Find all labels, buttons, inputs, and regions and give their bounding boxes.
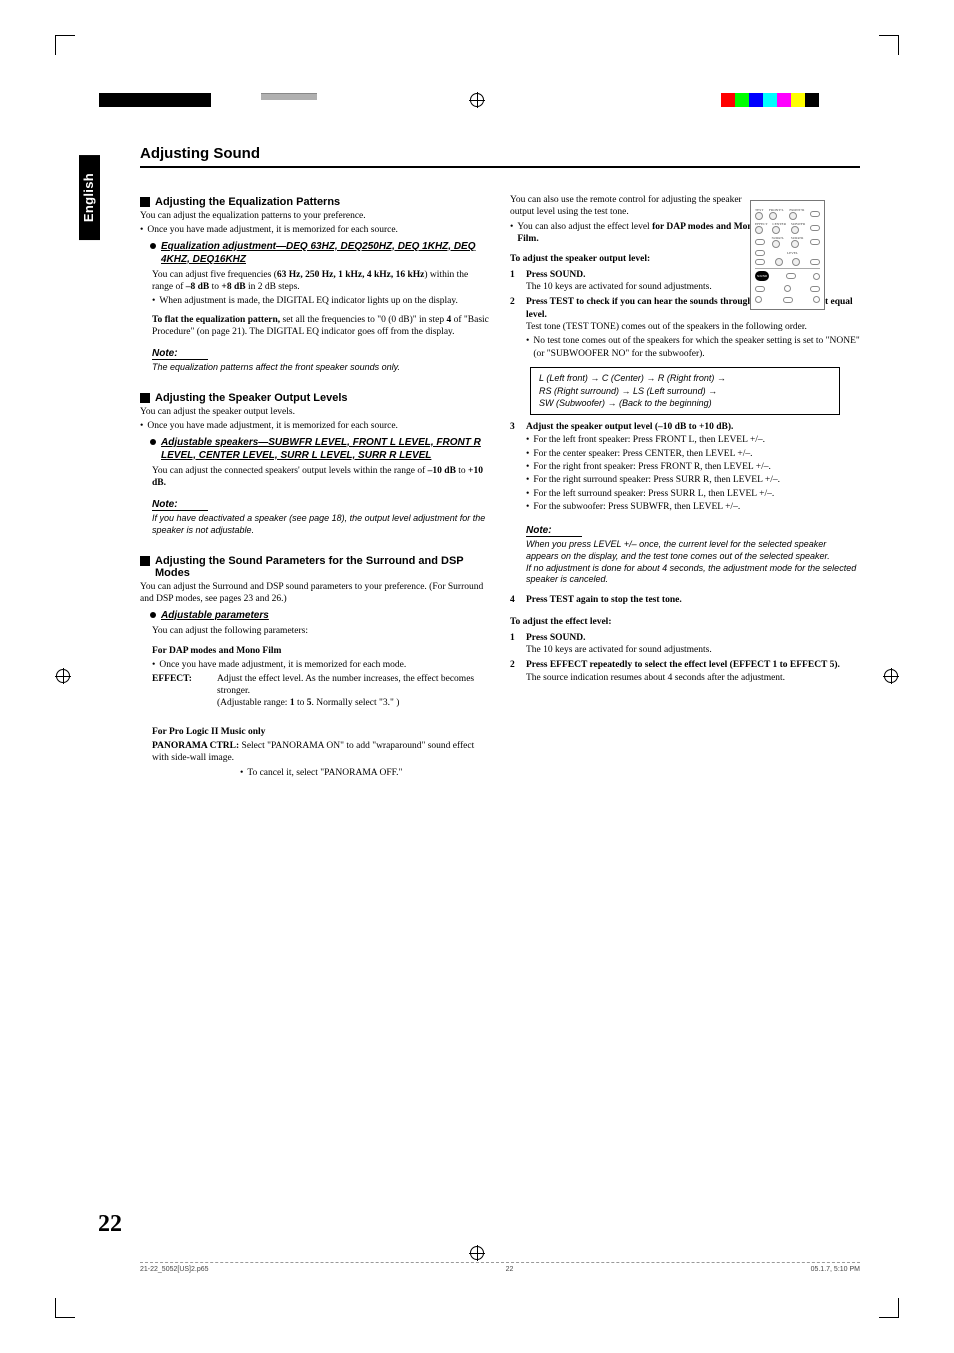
spk-note-head: Note: xyxy=(152,499,208,511)
left-column: Adjusting the Equalization Patterns You … xyxy=(140,192,490,780)
color-bar-left xyxy=(99,93,317,107)
footer: 21-22_5052[US]2.p65 22 05.1.7, 5:10 PM xyxy=(140,1262,860,1273)
remote-diagram: TEST FRONT•L FRONT•R EFFECT CENTER SUBWF… xyxy=(750,200,825,310)
spk-bullet-memorized: •Once you have made adjustment, it is me… xyxy=(140,420,490,432)
spk-intro: You can adjust the speaker output levels… xyxy=(140,406,490,418)
registration-mark-top xyxy=(469,92,485,108)
crop-mark-bl xyxy=(55,1298,75,1318)
remote-intro: You can also use the remote control for … xyxy=(510,194,765,219)
adjust-effect-head: To adjust the effect level: xyxy=(510,616,860,628)
eq-indicator-bullet: •When adjustment is made, the DIGITAL EQ… xyxy=(152,295,490,307)
step-3: 3 Adjust the speaker output level (–10 d… xyxy=(510,421,860,514)
crop-mark-tl xyxy=(55,35,75,55)
footer-page: 22 xyxy=(506,1266,514,1273)
registration-mark-left xyxy=(55,668,71,684)
dap-bullet: •Once you have made adjustment, it is me… xyxy=(152,659,490,671)
footer-timestamp: 05.1.7, 5:10 PM xyxy=(811,1266,860,1273)
eq-note-head: Note: xyxy=(152,348,208,360)
eq-freq-range: You can adjust five frequencies (63 Hz, … xyxy=(152,269,490,294)
eq-note-body: The equalization patterns affect the fro… xyxy=(152,362,490,374)
step-4: 4 Press TEST again to stop the test tone… xyxy=(510,594,860,606)
eq-bullet-memorized: •Once you have made adjustment, it is me… xyxy=(140,224,490,236)
level-note-body: When you press LEVEL +/– once, the curre… xyxy=(526,539,860,586)
crop-mark-br xyxy=(879,1298,899,1318)
dsp-intro: You can adjust the Surround and DSP soun… xyxy=(140,581,490,606)
page-number: 22 xyxy=(98,1211,122,1238)
dsp-param: Adjustable parameters xyxy=(150,609,490,622)
section-title: Adjusting Sound xyxy=(140,145,860,168)
effect-row: EFFECT: Adjust the effect level. As the … xyxy=(152,673,490,710)
footer-file: 21-22_5052[US]2.p65 xyxy=(140,1266,209,1273)
eq-heading: Adjusting the Equalization Patterns xyxy=(140,196,490,208)
prologic-head: For Pro Logic II Music only xyxy=(152,726,490,738)
registration-mark-right xyxy=(883,668,899,684)
remote-intro-bullet: •You can also adjust the effect level fo… xyxy=(510,221,765,246)
spk-note-body: If you have deactivated a speaker (see p… xyxy=(152,513,490,536)
language-tab: English xyxy=(79,155,100,240)
panorama-cancel: •To cancel it, select "PANORAMA OFF." xyxy=(240,767,490,779)
eq-intro: You can adjust the equalization patterns… xyxy=(140,210,490,222)
dap-head: For DAP modes and Mono Film xyxy=(152,645,490,657)
dsp-param-intro: You can adjust the following parameters: xyxy=(152,625,490,637)
tone-order-box: L (Left front) → C (Center) → R (Right f… xyxy=(530,367,840,415)
eq-flat-pattern: To flat the equalization pattern, set al… xyxy=(152,314,490,339)
effect-step-1: 1 Press SOUND. The 10 keys are activated… xyxy=(510,632,860,657)
color-bar-right xyxy=(721,93,819,107)
effect-step-2: 2 Press EFFECT repeatedly to select the … xyxy=(510,659,860,684)
spk-range: You can adjust the connected speakers' o… xyxy=(152,465,490,490)
level-note-head: Note: xyxy=(526,525,582,537)
panorama-row: PANORAMA CTRL: Select "PANORAMA ON" to a… xyxy=(152,740,490,765)
spk-param: Adjustable speakers—SUBWFR LEVEL, FRONT … xyxy=(150,436,490,462)
dsp-heading: Adjusting the Sound Parameters for the S… xyxy=(140,555,490,579)
registration-mark-bottom xyxy=(469,1245,485,1261)
crop-mark-tr xyxy=(879,35,899,55)
spk-heading: Adjusting the Speaker Output Levels xyxy=(140,392,490,404)
eq-param: Equalization adjustment—DEQ 63HZ, DEQ250… xyxy=(150,240,490,266)
